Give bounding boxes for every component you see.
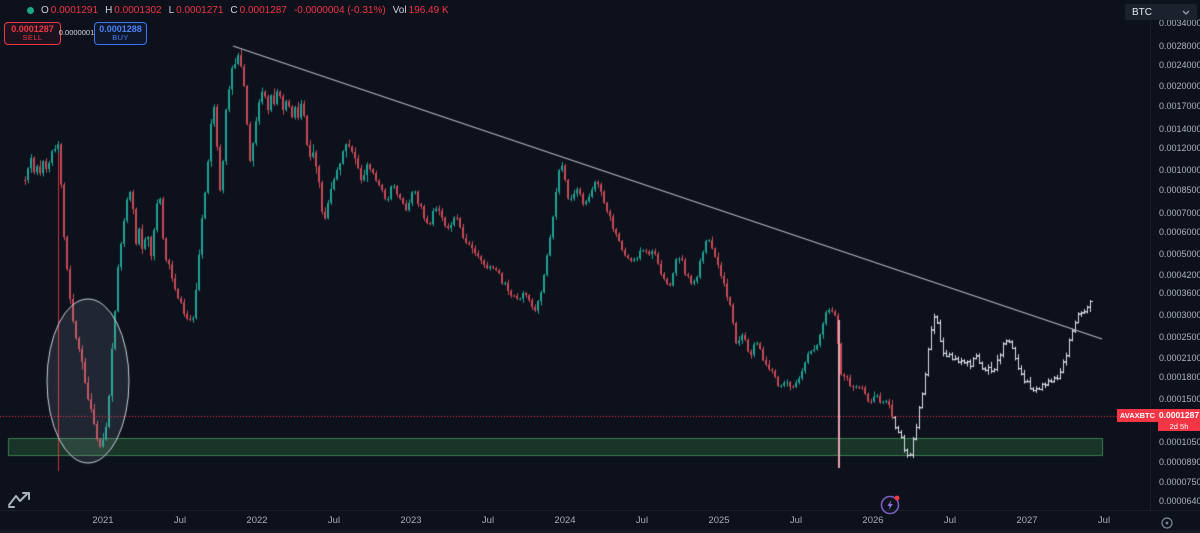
price-tick: 0.0017000 [1159, 101, 1200, 112]
buy-price: 0.0001288 [99, 23, 142, 34]
open-label: O [41, 5, 49, 16]
time-tick: Jul [327, 515, 341, 526]
price-tick: 0.0000750 [1159, 477, 1200, 488]
price-tick: 0.0001050 [1159, 436, 1200, 447]
spread-value: 0.0000001 [58, 28, 95, 37]
time-tick: 2024 [554, 515, 576, 526]
price-tick: 0.0028000 [1159, 40, 1200, 51]
volume-label: Vol [392, 5, 407, 16]
current-price-tag: 0.0001287 2d 5h [1158, 409, 1200, 431]
currency-dropdown-value: BTC [1132, 6, 1152, 18]
price-tick: 0.0007000 [1159, 207, 1200, 218]
time-tick: Jul [789, 515, 803, 526]
price-tick: 0.0002500 [1159, 332, 1200, 343]
price-tick: 0.0003600 [1159, 288, 1200, 299]
bar-countdown: 2d 5h [1169, 421, 1189, 431]
price-tick: 0.0020000 [1159, 81, 1200, 92]
time-tick: 2026 [862, 515, 884, 526]
time-tick: Jul [943, 515, 957, 526]
symbol-status-dot [27, 7, 34, 14]
price-tick: 0.0000640 [1159, 496, 1200, 507]
current-price-symbol-tag: AVAXBTC [1117, 409, 1158, 422]
volume-value: 196.49 K [408, 5, 449, 16]
high-value: 0.0001302 [114, 5, 162, 16]
time-tick: Jul [1097, 515, 1111, 526]
time-tick: Jul [635, 515, 649, 526]
close-value: 0.0001287 [239, 5, 287, 16]
sell-button[interactable]: 0.0001287 SELL [4, 22, 61, 45]
price-tick: 0.0003000 [1159, 310, 1200, 321]
events-lightning-icon[interactable] [878, 492, 902, 521]
price-tick: 0.0001500 [1159, 393, 1200, 404]
change-value: -0.0000004 (-0.31%) [293, 5, 386, 16]
currency-dropdown[interactable]: BTC [1125, 4, 1197, 20]
time-scale[interactable]: 2021 Jul 2022 Jul 2023 Jul 2024 Jul 2025 Jul 2026 J… [0, 510, 1200, 531]
chart-canvas[interactable] [0, 0, 1150, 510]
current-price-value: 0.0001287 [1158, 410, 1200, 420]
price-tick: 0.0005000 [1159, 248, 1200, 259]
low-value: 0.0001271 [176, 5, 224, 16]
price-tick: 0.0004200 [1159, 269, 1200, 280]
price-tick: 0.0006000 [1159, 226, 1200, 237]
time-tick: Jul [481, 515, 495, 526]
scale-settings-icon[interactable] [1160, 516, 1174, 533]
low-label: L [168, 5, 175, 16]
price-tick: 0.0034000 [1159, 17, 1200, 28]
price-tick: 0.0000890 [1159, 456, 1200, 467]
window-bottom-edge [0, 530, 1200, 533]
sell-price: 0.0001287 [11, 23, 54, 34]
price-tick: 0.0002100 [1159, 353, 1200, 364]
high-label: H [105, 5, 113, 16]
price-tick: 0.0008500 [1159, 184, 1200, 195]
tradingview-logo[interactable] [6, 490, 36, 515]
sell-label: SELL [22, 33, 43, 43]
time-tick: 2021 [92, 515, 114, 526]
chevron-down-icon [1182, 10, 1190, 15]
time-tick: Jul [173, 515, 187, 526]
time-tick: 2023 [400, 515, 422, 526]
price-tick: 0.0014000 [1159, 124, 1200, 135]
time-tick: 2027 [1016, 515, 1038, 526]
buy-button[interactable]: 0.0001288 BUY [94, 22, 147, 45]
price-tick: 0.0010000 [1159, 165, 1200, 175]
time-tick: 2025 [708, 515, 730, 526]
price-tick: 0.0024000 [1159, 59, 1200, 70]
open-value: 0.0001291 [50, 5, 99, 16]
ohlc-legend: O 0.0001291 H 0.0001302 L 0.0001271 C 0.0001… [27, 5, 449, 16]
buy-label: BUY [112, 33, 129, 43]
time-tick: 2022 [246, 515, 268, 526]
price-scale[interactable]: 0.0034000 0.0028000 0.0024000 0.0020000 0.00… [1150, 0, 1200, 510]
close-label: C [230, 5, 238, 16]
price-tick: 0.0012000 [1159, 143, 1200, 154]
price-tick: 0.0001800 [1159, 371, 1200, 382]
